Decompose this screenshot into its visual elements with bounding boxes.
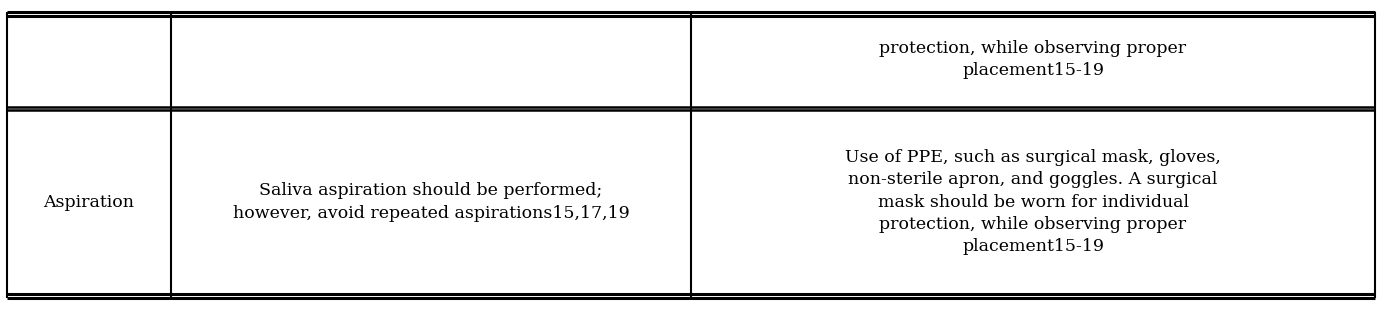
Text: Saliva aspiration should be performed;
however, avoid repeated aspirations15,17,: Saliva aspiration should be performed; h… xyxy=(232,183,629,222)
Text: protection, while observing proper
placement15-19: protection, while observing proper place… xyxy=(879,40,1187,79)
Text: Use of PPE, such as surgical mask, gloves,
non-sterile apron, and goggles. A sur: Use of PPE, such as surgical mask, glove… xyxy=(846,149,1220,255)
Text: Aspiration: Aspiration xyxy=(43,193,134,210)
